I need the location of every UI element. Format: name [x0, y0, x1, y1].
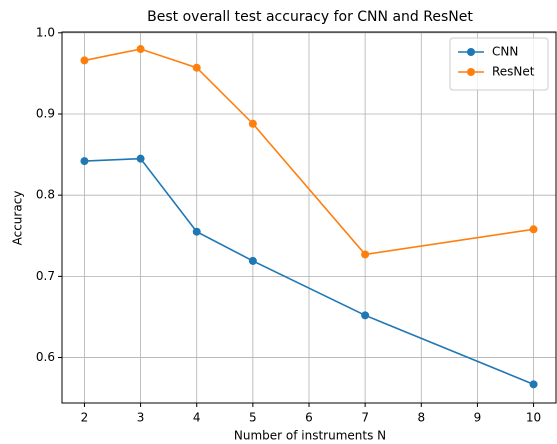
data-point	[248, 119, 257, 128]
data-point	[361, 250, 370, 259]
data-point	[136, 154, 145, 163]
chart-title: Best overall test accuracy for CNN and R…	[147, 9, 473, 25]
data-point	[136, 45, 145, 54]
x-tick-label: 10	[526, 411, 541, 425]
x-axis-label: Number of instruments N	[234, 429, 386, 443]
data-point	[361, 311, 370, 320]
legend-label: CNN	[492, 45, 518, 59]
y-tick-label: 1.0	[36, 25, 55, 39]
y-tick-label: 0.9	[36, 106, 55, 120]
series-line	[84, 48, 534, 256]
y-tick-label: 0.6	[36, 350, 55, 364]
data-point	[529, 380, 538, 389]
x-tick-label: 4	[193, 411, 201, 425]
y-tick-label: 0.7	[36, 269, 55, 283]
x-tick-label: 5	[249, 411, 257, 425]
data-point	[248, 256, 257, 265]
x-tick-label: 3	[137, 411, 145, 425]
series-line	[84, 157, 534, 386]
x-tick-label: 9	[474, 411, 482, 425]
data-point	[192, 63, 201, 72]
x-tick-label: 6	[305, 411, 313, 425]
y-tick-label: 0.8	[36, 188, 55, 202]
legend-marker	[467, 48, 475, 56]
y-axis-label: Accuracy	[11, 191, 25, 246]
x-tick-label: 8	[417, 411, 425, 425]
legend-label: ResNet	[492, 65, 535, 79]
x-tick-label: 7	[361, 411, 369, 425]
x-tick-label: 2	[81, 411, 89, 425]
data-point	[192, 227, 201, 236]
data-point	[529, 225, 538, 234]
plot-frame	[61, 31, 557, 404]
data-point	[80, 157, 89, 166]
legend-marker	[467, 68, 475, 76]
data-point	[80, 56, 89, 65]
